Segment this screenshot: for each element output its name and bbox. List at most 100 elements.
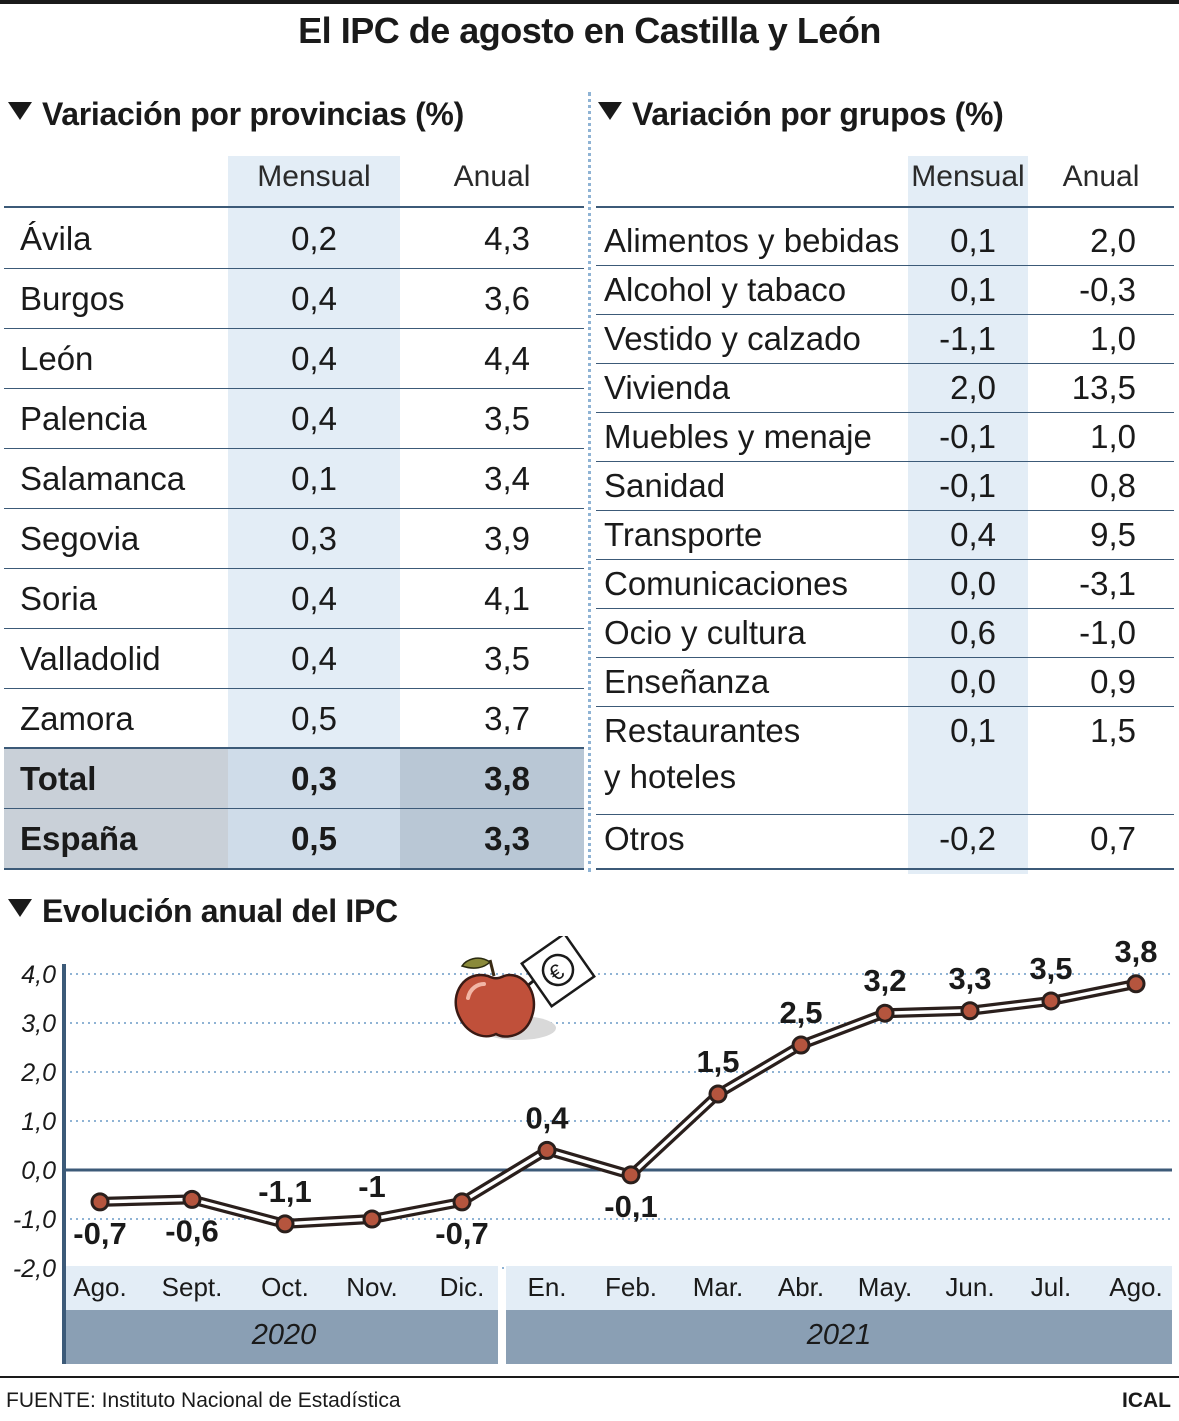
prov-header-anual: Anual <box>453 160 531 193</box>
prov-total-rule <box>4 747 584 749</box>
series-line-inner <box>99 982 1137 1226</box>
grp-row-mensual: -1,1 <box>939 320 996 357</box>
grp-row-anual: -3,1 <box>1079 565 1136 602</box>
total-row-name: España <box>20 820 138 857</box>
data-label: -1 <box>358 1169 386 1204</box>
grp-row-name: Alimentos y bebidas <box>604 222 900 259</box>
prov-row-divider <box>4 568 584 569</box>
x-tick-label: May. <box>858 1272 912 1302</box>
x-tick-label: Mar. <box>693 1272 744 1302</box>
x-tick-label: Oct. <box>261 1272 309 1302</box>
y-tick-label: 2,0 <box>20 1059 56 1087</box>
prov-row-divider <box>4 268 584 269</box>
year-band-2020 <box>66 1310 498 1364</box>
grp-row-name: Alcohol y tabaco <box>604 271 847 308</box>
grp-row-name: Transporte <box>604 516 763 553</box>
evolucion-title: Evolución anual del IPC <box>8 893 398 930</box>
grp-header-anual: Anual <box>1062 160 1140 193</box>
prov-row-name: Ávila <box>20 220 92 257</box>
grp-row-name-line2: y hoteles <box>604 758 737 795</box>
data-point <box>537 1140 557 1160</box>
grp-row-divider <box>596 314 1174 315</box>
grupos-table: Mensual Anual Alimentos y bebidas 0,1 2,0 A… <box>596 156 1174 876</box>
total-row-anual: 3,8 <box>484 760 530 797</box>
prov-row-name: Zamora <box>20 700 134 737</box>
ipc-line-chart: 4,0 3,0 2,0 1,0 0,0 -1,0 -2,0 Ago. Sept. Oct. Nov.… <box>13 940 1172 1364</box>
data-label: 3,2 <box>863 963 906 998</box>
prov-header-rule <box>4 206 584 208</box>
data-point <box>708 1084 728 1104</box>
grp-row-anual: 1,0 <box>1090 320 1136 357</box>
grp-row-mensual: 0,1 <box>950 271 996 308</box>
y-tick-label: -1,0 <box>13 1206 56 1234</box>
x-tick-label: Abr. <box>778 1272 824 1302</box>
mensual-column-shade <box>228 156 400 748</box>
prov-row-name: Segovia <box>20 520 140 557</box>
x-tick-label: Nov. <box>346 1272 398 1302</box>
grp-row-divider <box>596 461 1174 462</box>
prov-row-anual: 4,4 <box>484 340 530 377</box>
grp-row-anual: 0,8 <box>1090 467 1136 504</box>
prov-header-mensual: Mensual <box>257 160 371 193</box>
triangle-down-icon <box>8 898 32 917</box>
y-tick-label: 1,0 <box>21 1108 56 1136</box>
y-tick-label: 3,0 <box>21 1010 56 1038</box>
grp-row-divider <box>596 363 1174 364</box>
evolucion-title-text: Evolución anual del IPC <box>42 893 398 929</box>
grp-row-anual: 0,9 <box>1090 663 1136 700</box>
triangle-down-icon <box>8 101 32 120</box>
grupos-title: Variación por grupos (%) <box>598 96 1004 133</box>
data-point <box>791 1035 811 1055</box>
y-tick-label: 0,0 <box>21 1157 56 1185</box>
y-tick-label: -2,0 <box>13 1255 56 1283</box>
grp-row-mensual: 0,6 <box>950 614 996 651</box>
prov-row-anual: 4,3 <box>484 220 530 257</box>
prov-row-mensual: 0,2 <box>291 220 337 257</box>
grp-row-name: Restaurantes <box>604 712 801 749</box>
total-row-anual: 3,3 <box>484 820 530 857</box>
prov-row-mensual: 0,4 <box>291 580 337 617</box>
grp-row-divider <box>596 814 1174 815</box>
total-row-mensual: 0,5 <box>291 820 337 857</box>
prov-row-anual: 3,6 <box>484 280 530 317</box>
grp-row-name: Sanidad <box>604 467 726 504</box>
mensual-column-shade <box>908 156 1028 874</box>
grp-row-anual: 9,5 <box>1090 516 1136 553</box>
prov-row-name: León <box>20 340 94 377</box>
x-tick-label: Ago. <box>1109 1272 1163 1302</box>
data-label: 1,5 <box>696 1044 739 1079</box>
data-label: 2,5 <box>779 995 822 1030</box>
total-row-bg <box>4 749 228 808</box>
grp-row-divider <box>596 510 1174 511</box>
prov-row-anual: 3,9 <box>484 520 530 557</box>
prov-row-name: Palencia <box>20 400 147 437</box>
prov-row-mensual: 0,5 <box>291 700 337 737</box>
data-label: -0,7 <box>73 1216 126 1251</box>
grp-row-name: Otros <box>604 820 685 857</box>
y-tick-label: 4,0 <box>21 961 56 989</box>
triangle-down-icon <box>598 101 622 120</box>
year-label-2020: 2020 <box>251 1319 317 1351</box>
grp-row-anual: 1,0 <box>1090 418 1136 455</box>
prov-row-anual: 3,5 <box>484 640 530 677</box>
top-rule <box>0 0 1179 4</box>
data-point <box>182 1189 202 1209</box>
grp-row-name: Comunicaciones <box>604 565 848 602</box>
total-row-divider <box>4 868 584 870</box>
grp-row-divider <box>596 265 1174 266</box>
x-tick-label: En. <box>527 1272 566 1302</box>
x-tick-label: Dic. <box>440 1272 485 1302</box>
grp-header-rule <box>596 206 1174 208</box>
total-row-bg <box>4 809 228 868</box>
grp-row-mensual: -0,1 <box>939 467 996 504</box>
data-label: -0,7 <box>435 1216 488 1251</box>
grp-row-divider <box>596 412 1174 413</box>
prov-row-anual: 4,1 <box>484 580 530 617</box>
total-row-mensual-bg <box>228 809 400 868</box>
total-row-mensual-bg <box>228 749 400 808</box>
data-label: -0,1 <box>604 1189 657 1224</box>
grp-row-mensual: -0,1 <box>939 418 996 455</box>
provincias-table: Mensual Anual Ávila 0,2 4,3 Burgos 0,4 3,6 Leó… <box>0 156 584 876</box>
x-band-2021 <box>506 1266 1172 1310</box>
total-row-anual-bg <box>400 809 584 868</box>
